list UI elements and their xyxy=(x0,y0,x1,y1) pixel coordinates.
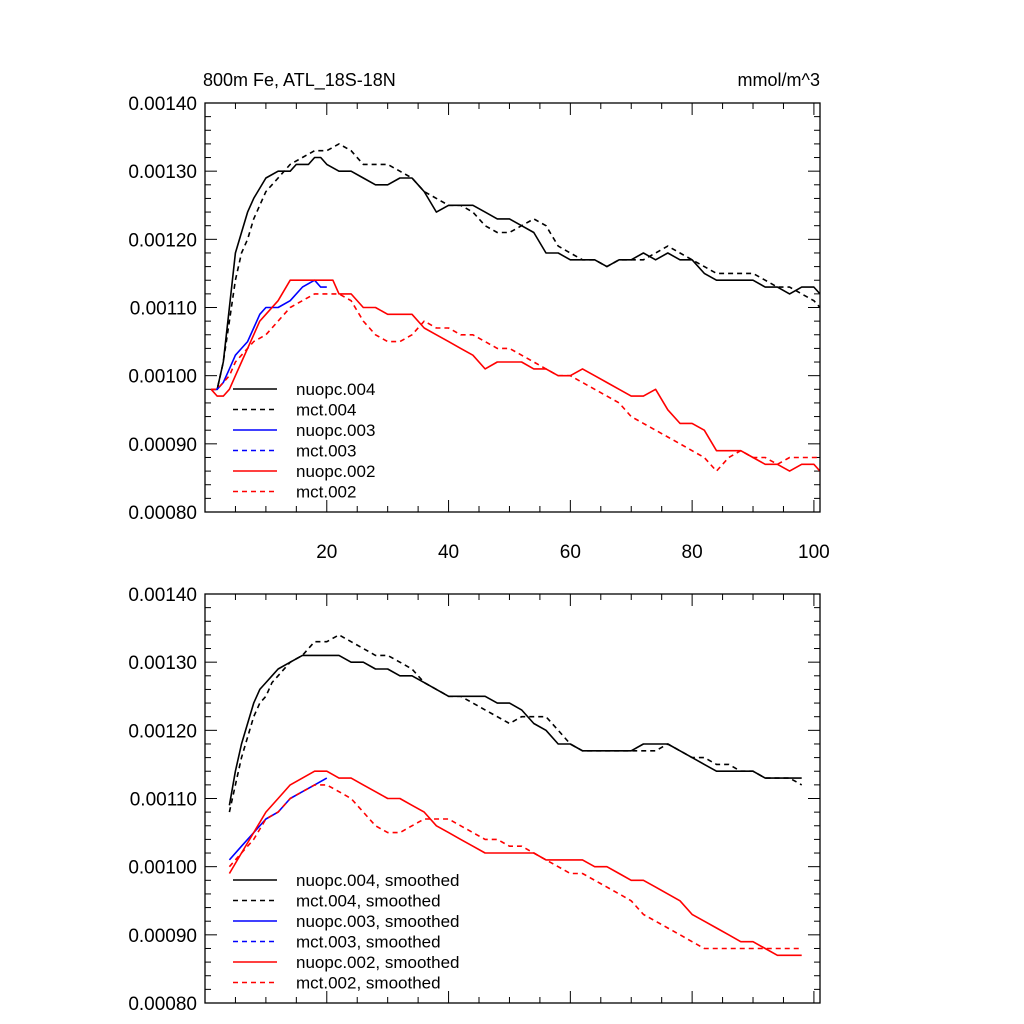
bottom-panel: 0.00080 0.00090 0.00100 0.00110 0.00120 0.001… xyxy=(128,585,821,1015)
legend-label: nuopc.003 xyxy=(296,421,375,440)
legend-label: nuopc.004, smoothed xyxy=(296,871,460,890)
y-tick-label: 0.00100 xyxy=(128,367,197,388)
series-line xyxy=(228,770,802,957)
x-tick-label: 100 xyxy=(798,542,830,563)
series-line xyxy=(228,634,803,813)
series-line xyxy=(210,279,821,472)
y-tick-label: 0.00140 xyxy=(128,94,197,115)
legend-label: nuopc.004 xyxy=(296,380,375,399)
y-tick-label: 0.00080 xyxy=(128,503,197,524)
series-line xyxy=(211,143,821,391)
y-tick-label: 0.00120 xyxy=(128,721,197,742)
y-tick-label: 0.00110 xyxy=(130,790,197,811)
legend-label: mct.003, smoothed xyxy=(296,933,441,952)
bottom-plot-frame xyxy=(204,593,821,1004)
series-line xyxy=(228,784,802,950)
top-panel: 800m Fe, ATL_18S-18N mmol/m^3 0.000800.0… xyxy=(128,70,829,563)
y-tick-label: 0.00140 xyxy=(128,585,197,606)
top-axes-ticks: 0.00080 0.00090 0.00100 0.00110 0.00120 0.001… xyxy=(128,94,829,563)
x-tick-label: 40 xyxy=(438,542,459,563)
y-tick-label: 0.00110 xyxy=(130,299,197,320)
x-tick-label: 80 xyxy=(682,542,703,563)
x-tick-label: 20 xyxy=(316,542,337,563)
y-tick-label: 0.00080 xyxy=(128,994,197,1015)
legend-label: nuopc.003, smoothed xyxy=(296,912,460,931)
series-line xyxy=(211,279,327,391)
y-tick-label: 0.00120 xyxy=(128,230,197,251)
legend-label: mct.004 xyxy=(296,401,356,420)
y-tick-label: 0.00090 xyxy=(128,435,197,456)
legend-label: nuopc.002 xyxy=(296,462,375,481)
legend-label: mct.003 xyxy=(296,442,356,461)
legend-label: mct.002, smoothed xyxy=(296,974,441,993)
y-tick-label: 0.00130 xyxy=(128,653,197,674)
y-tick-label: 0.00090 xyxy=(128,926,197,947)
x-tick-label: 60 xyxy=(560,542,581,563)
series-line xyxy=(211,293,820,472)
legend-label: mct.004, smoothed xyxy=(296,892,441,911)
bottom-axes-ticks: 0.00080 0.00090 0.00100 0.00110 0.00120 0.001… xyxy=(128,585,820,1015)
y-tick-label: 0.00130 xyxy=(128,162,197,183)
y-tick-label: 0.00100 xyxy=(128,858,197,879)
units-label: mmol/m^3 xyxy=(738,70,820,90)
top-plot-lines xyxy=(210,143,821,472)
panel-title: 800m Fe, ATL_18S-18N xyxy=(203,70,396,91)
legend-label: nuopc.002, smoothed xyxy=(296,953,460,972)
series-line xyxy=(228,654,802,806)
bottom-plot-lines xyxy=(228,634,803,957)
top-plot-frame xyxy=(204,102,821,513)
legend-label: mct.002 xyxy=(296,483,356,502)
